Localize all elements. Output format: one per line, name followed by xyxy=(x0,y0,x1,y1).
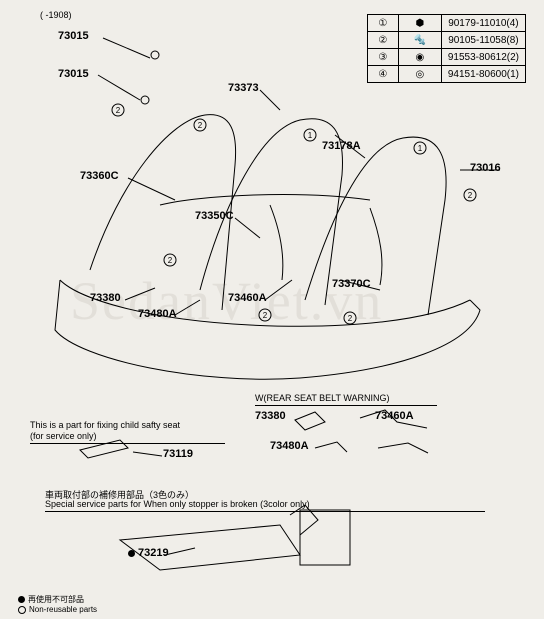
parts-icon: ◎ xyxy=(398,66,441,83)
diagram-svg: 2 2 1 1 2 2 2 2 xyxy=(0,0,544,619)
special-underline xyxy=(45,511,485,512)
parts-number: 94151-80600(1) xyxy=(441,66,525,83)
svg-text:1: 1 xyxy=(418,144,423,153)
warning-section-title: W(REAR SEAT BELT WARNING) xyxy=(255,393,390,403)
callout-73015a: 73015 xyxy=(58,30,89,42)
child-seat-underline xyxy=(30,443,225,444)
svg-text:2: 2 xyxy=(198,121,203,130)
parts-number: 90105-11058(8) xyxy=(441,32,525,49)
parts-idx: ④ xyxy=(367,66,398,83)
callout-73373: 73373 xyxy=(228,82,259,94)
svg-text:2: 2 xyxy=(168,256,173,265)
parts-table: ① ⬢ 90179-11010(4) ② 🔩 90105-11058(8) ③ … xyxy=(367,14,526,83)
child-seat-line2: (for service only) xyxy=(30,431,97,441)
callout-73380b: 73380 xyxy=(255,410,286,422)
svg-text:2: 2 xyxy=(468,191,473,200)
callout-73015b: 73015 xyxy=(58,68,89,80)
parts-idx: ② xyxy=(367,32,398,49)
callout-73380: 73380 xyxy=(90,292,121,304)
callout-73480A: 73480A xyxy=(138,308,177,320)
svg-text:1: 1 xyxy=(308,131,313,140)
callout-73360C: 73360C xyxy=(80,170,119,182)
callout-73119: 73119 xyxy=(163,448,193,460)
parts-number: 91553-80612(2) xyxy=(441,49,525,66)
callout-73460A: 73460A xyxy=(228,292,267,304)
svg-text:2: 2 xyxy=(116,106,121,115)
svg-text:2: 2 xyxy=(348,314,353,323)
child-seat-line1: This is a part for fixing child safty se… xyxy=(30,420,180,430)
table-row: ④ ◎ 94151-80600(1) xyxy=(367,66,525,83)
table-row: ② 🔩 90105-11058(8) xyxy=(367,32,525,49)
callout-73480Ab: 73480A xyxy=(270,440,309,452)
callout-73350C: 73350C xyxy=(195,210,234,222)
warning-underline xyxy=(255,405,437,406)
parts-icon: ⬢ xyxy=(398,15,441,32)
parts-idx: ① xyxy=(367,15,398,32)
legend-jp: 再使用不可部品 xyxy=(18,594,84,605)
parts-icon: 🔩 xyxy=(398,32,441,49)
table-row: ③ ◉ 91553-80612(2) xyxy=(367,49,525,66)
header-note: ( -1908) xyxy=(40,10,72,20)
callout-73460Ab: 73460A xyxy=(375,410,414,422)
callout-73219: 73219 xyxy=(128,547,169,559)
svg-text:2: 2 xyxy=(263,311,268,320)
callout-73178A: 73178A xyxy=(322,140,361,152)
callout-73370C: 73370C xyxy=(332,278,371,290)
legend-en: Non-reusable parts xyxy=(18,605,97,614)
parts-icon: ◉ xyxy=(398,49,441,66)
callout-73016: 73016 xyxy=(470,162,501,174)
special-en: Special service parts for When only stop… xyxy=(45,499,310,509)
parts-idx: ③ xyxy=(367,49,398,66)
parts-number: 90179-11010(4) xyxy=(441,15,525,32)
table-row: ① ⬢ 90179-11010(4) xyxy=(367,15,525,32)
